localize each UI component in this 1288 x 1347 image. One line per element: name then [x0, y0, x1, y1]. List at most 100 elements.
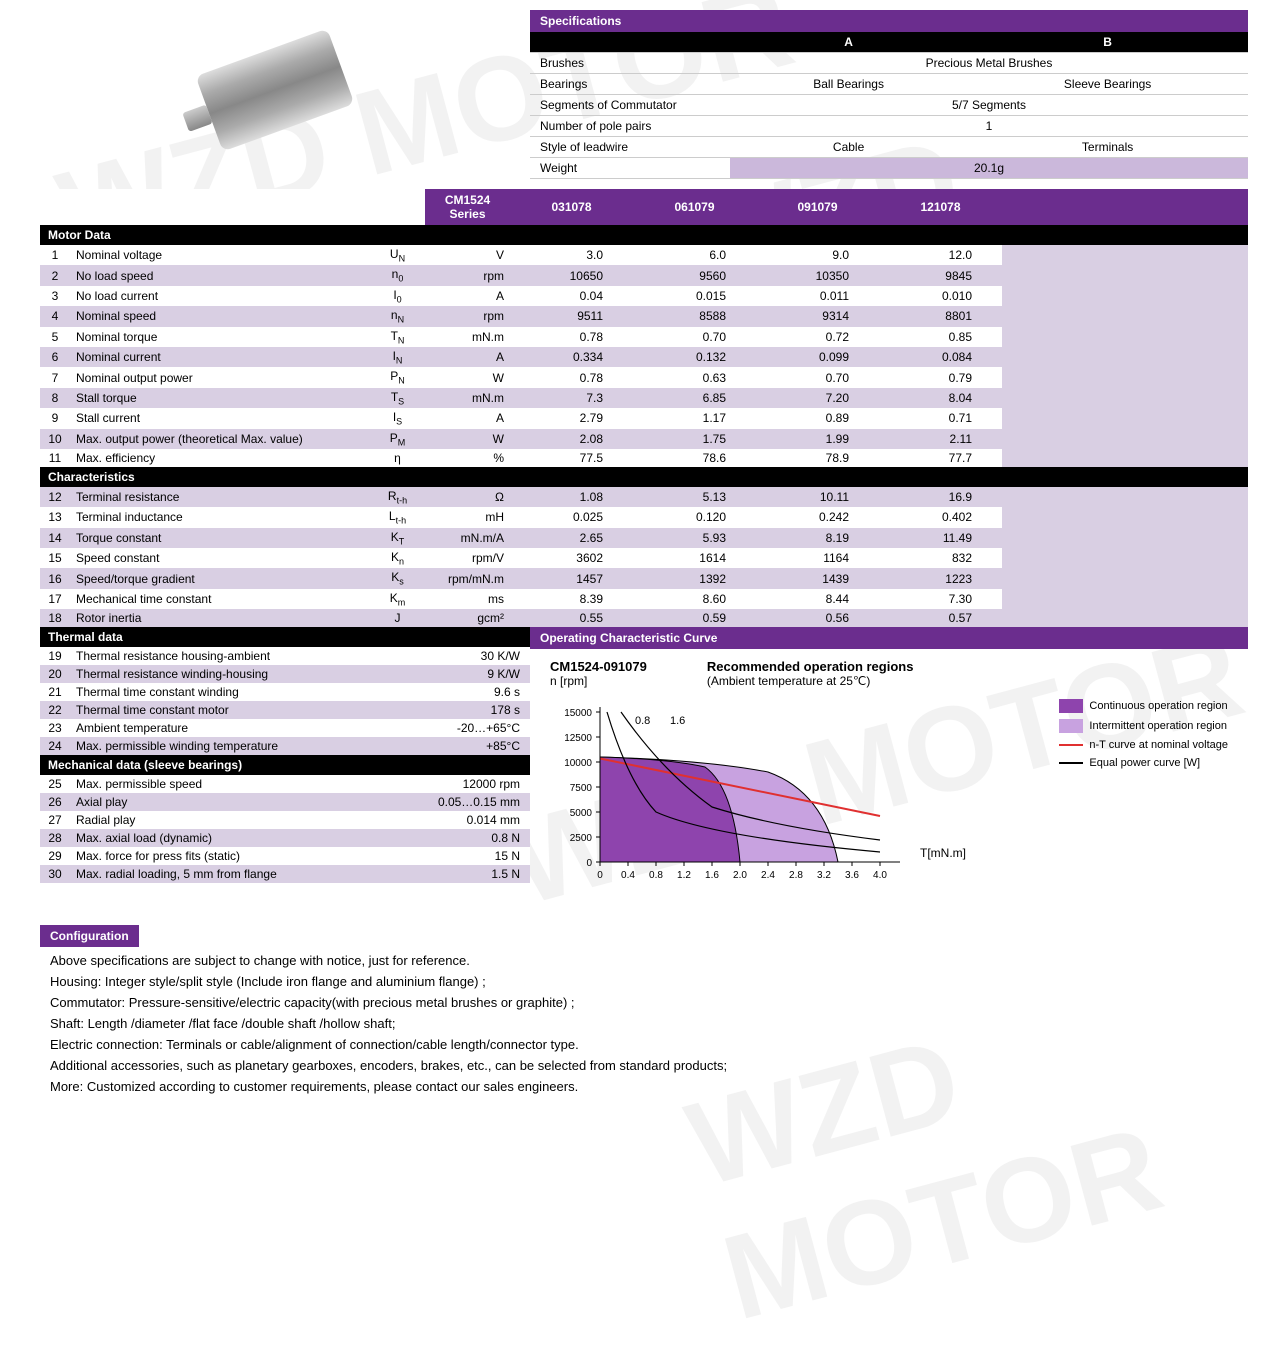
series-header-row: CM1524 Series 031078 061079 091079 12107… [40, 189, 1248, 225]
param-name: Stall torque [70, 388, 370, 408]
model-header: 121078 [879, 189, 1002, 225]
svg-text:4.0: 4.0 [873, 870, 887, 881]
blank-cell [1125, 589, 1248, 609]
param-symbol: J [370, 609, 425, 627]
param-name: Nominal speed [70, 306, 370, 326]
legend-swatch [1059, 744, 1083, 746]
param-unit: A [425, 347, 510, 367]
param-value: 77.7 [879, 449, 1002, 467]
svg-text:2.0: 2.0 [733, 870, 747, 881]
chart-y-label: n [rpm] [550, 674, 647, 688]
param-name: Max. efficiency [70, 449, 370, 467]
thermal-header: Thermal data [40, 627, 530, 647]
legend-item: n-T curve at nominal voltage [1059, 739, 1228, 751]
param-value: 78.6 [633, 449, 756, 467]
param-name: Nominal voltage [70, 245, 370, 265]
param-value: 0.099 [756, 347, 879, 367]
param-value: 1.99 [756, 429, 879, 449]
param-name: No load speed [70, 265, 370, 285]
spec-col-b: B [967, 32, 1248, 53]
svg-text:2.4: 2.4 [761, 870, 775, 881]
series-label: CM1524 Series [425, 189, 510, 225]
svg-text:3.2: 3.2 [817, 870, 831, 881]
param-value: 0.011 [756, 286, 879, 306]
param-name: Max. permissible speed [70, 775, 410, 793]
blank-cell [1125, 609, 1248, 627]
row-num: 28 [40, 829, 70, 847]
model-header: 031078 [510, 189, 633, 225]
row-num: 11 [40, 449, 70, 467]
blank-cell [1125, 306, 1248, 326]
blank-cell [1125, 388, 1248, 408]
param-value: 0.56 [756, 609, 879, 627]
blank-cell [1002, 548, 1125, 568]
row-num: 9 [40, 408, 70, 428]
svg-text:15000: 15000 [564, 708, 592, 719]
svg-text:0.4: 0.4 [621, 870, 635, 881]
param-value: -20…+65°C [410, 719, 530, 737]
blank-cell [1002, 487, 1125, 507]
param-value: 0.85 [879, 327, 1002, 347]
row-num: 25 [40, 775, 70, 793]
param-value: 0.120 [633, 507, 756, 527]
section-title: Motor Data [40, 225, 510, 245]
param-name: Axial play [70, 793, 410, 811]
blank-cell [1125, 265, 1248, 285]
row-num: 3 [40, 286, 70, 306]
row-num: 10 [40, 429, 70, 449]
param-value: 9314 [756, 306, 879, 326]
svg-text:3.6: 3.6 [845, 870, 859, 881]
param-value: 8.39 [510, 589, 633, 609]
param-unit: V [425, 245, 510, 265]
row-num: 22 [40, 701, 70, 719]
row-num: 13 [40, 507, 70, 527]
svg-text:0: 0 [597, 870, 603, 881]
model-header [1002, 189, 1125, 225]
param-name: Stall current [70, 408, 370, 428]
param-value: 78.9 [756, 449, 879, 467]
blank-cell [1002, 408, 1125, 428]
spec-label: Style of leadwire [530, 137, 730, 158]
param-value: 0.70 [756, 367, 879, 387]
param-unit: % [425, 449, 510, 467]
row-num: 21 [40, 683, 70, 701]
param-value: 0.78 [510, 367, 633, 387]
param-unit: A [425, 286, 510, 306]
blank-cell [1002, 449, 1125, 467]
row-num: 4 [40, 306, 70, 326]
blank-cell [1002, 306, 1125, 326]
param-name: Thermal resistance housing-ambient [70, 647, 410, 665]
config-line: Housing: Integer style/split style (Incl… [50, 974, 1248, 989]
thermal-table: Thermal data 19Thermal resistance housin… [40, 627, 530, 883]
legend-label: n-T curve at nominal voltage [1089, 739, 1228, 751]
param-name: Speed/torque gradient [70, 568, 370, 588]
chart-legend: Continuous operation regionIntermittent … [1059, 699, 1228, 775]
param-value: 9.0 [756, 245, 879, 265]
row-num: 23 [40, 719, 70, 737]
svg-text:1.6: 1.6 [705, 870, 719, 881]
blank-cell [1002, 609, 1125, 627]
blank-cell [1002, 507, 1125, 527]
legend-label: Equal power curve [W] [1089, 757, 1200, 769]
svg-text:1.2: 1.2 [677, 870, 691, 881]
configuration-text: Above specifications are subject to chan… [40, 953, 1248, 1094]
param-value: 0.59 [633, 609, 756, 627]
param-symbol: KT [370, 528, 425, 548]
row-num: 12 [40, 487, 70, 507]
spec-value: Terminals [967, 137, 1248, 158]
param-value: 0.084 [879, 347, 1002, 367]
row-num: 29 [40, 847, 70, 865]
param-value: 5.93 [633, 528, 756, 548]
blank-cell [1125, 568, 1248, 588]
param-name: Torque constant [70, 528, 370, 548]
param-value: 0.71 [879, 408, 1002, 428]
param-name: Nominal output power [70, 367, 370, 387]
param-unit: rpm [425, 306, 510, 326]
svg-text:1.6: 1.6 [670, 715, 685, 727]
param-value: 0.55 [510, 609, 633, 627]
blank-cell [1002, 589, 1125, 609]
param-value: 0.04 [510, 286, 633, 306]
param-name: Nominal torque [70, 327, 370, 347]
row-num: 8 [40, 388, 70, 408]
param-unit: gcm² [425, 609, 510, 627]
